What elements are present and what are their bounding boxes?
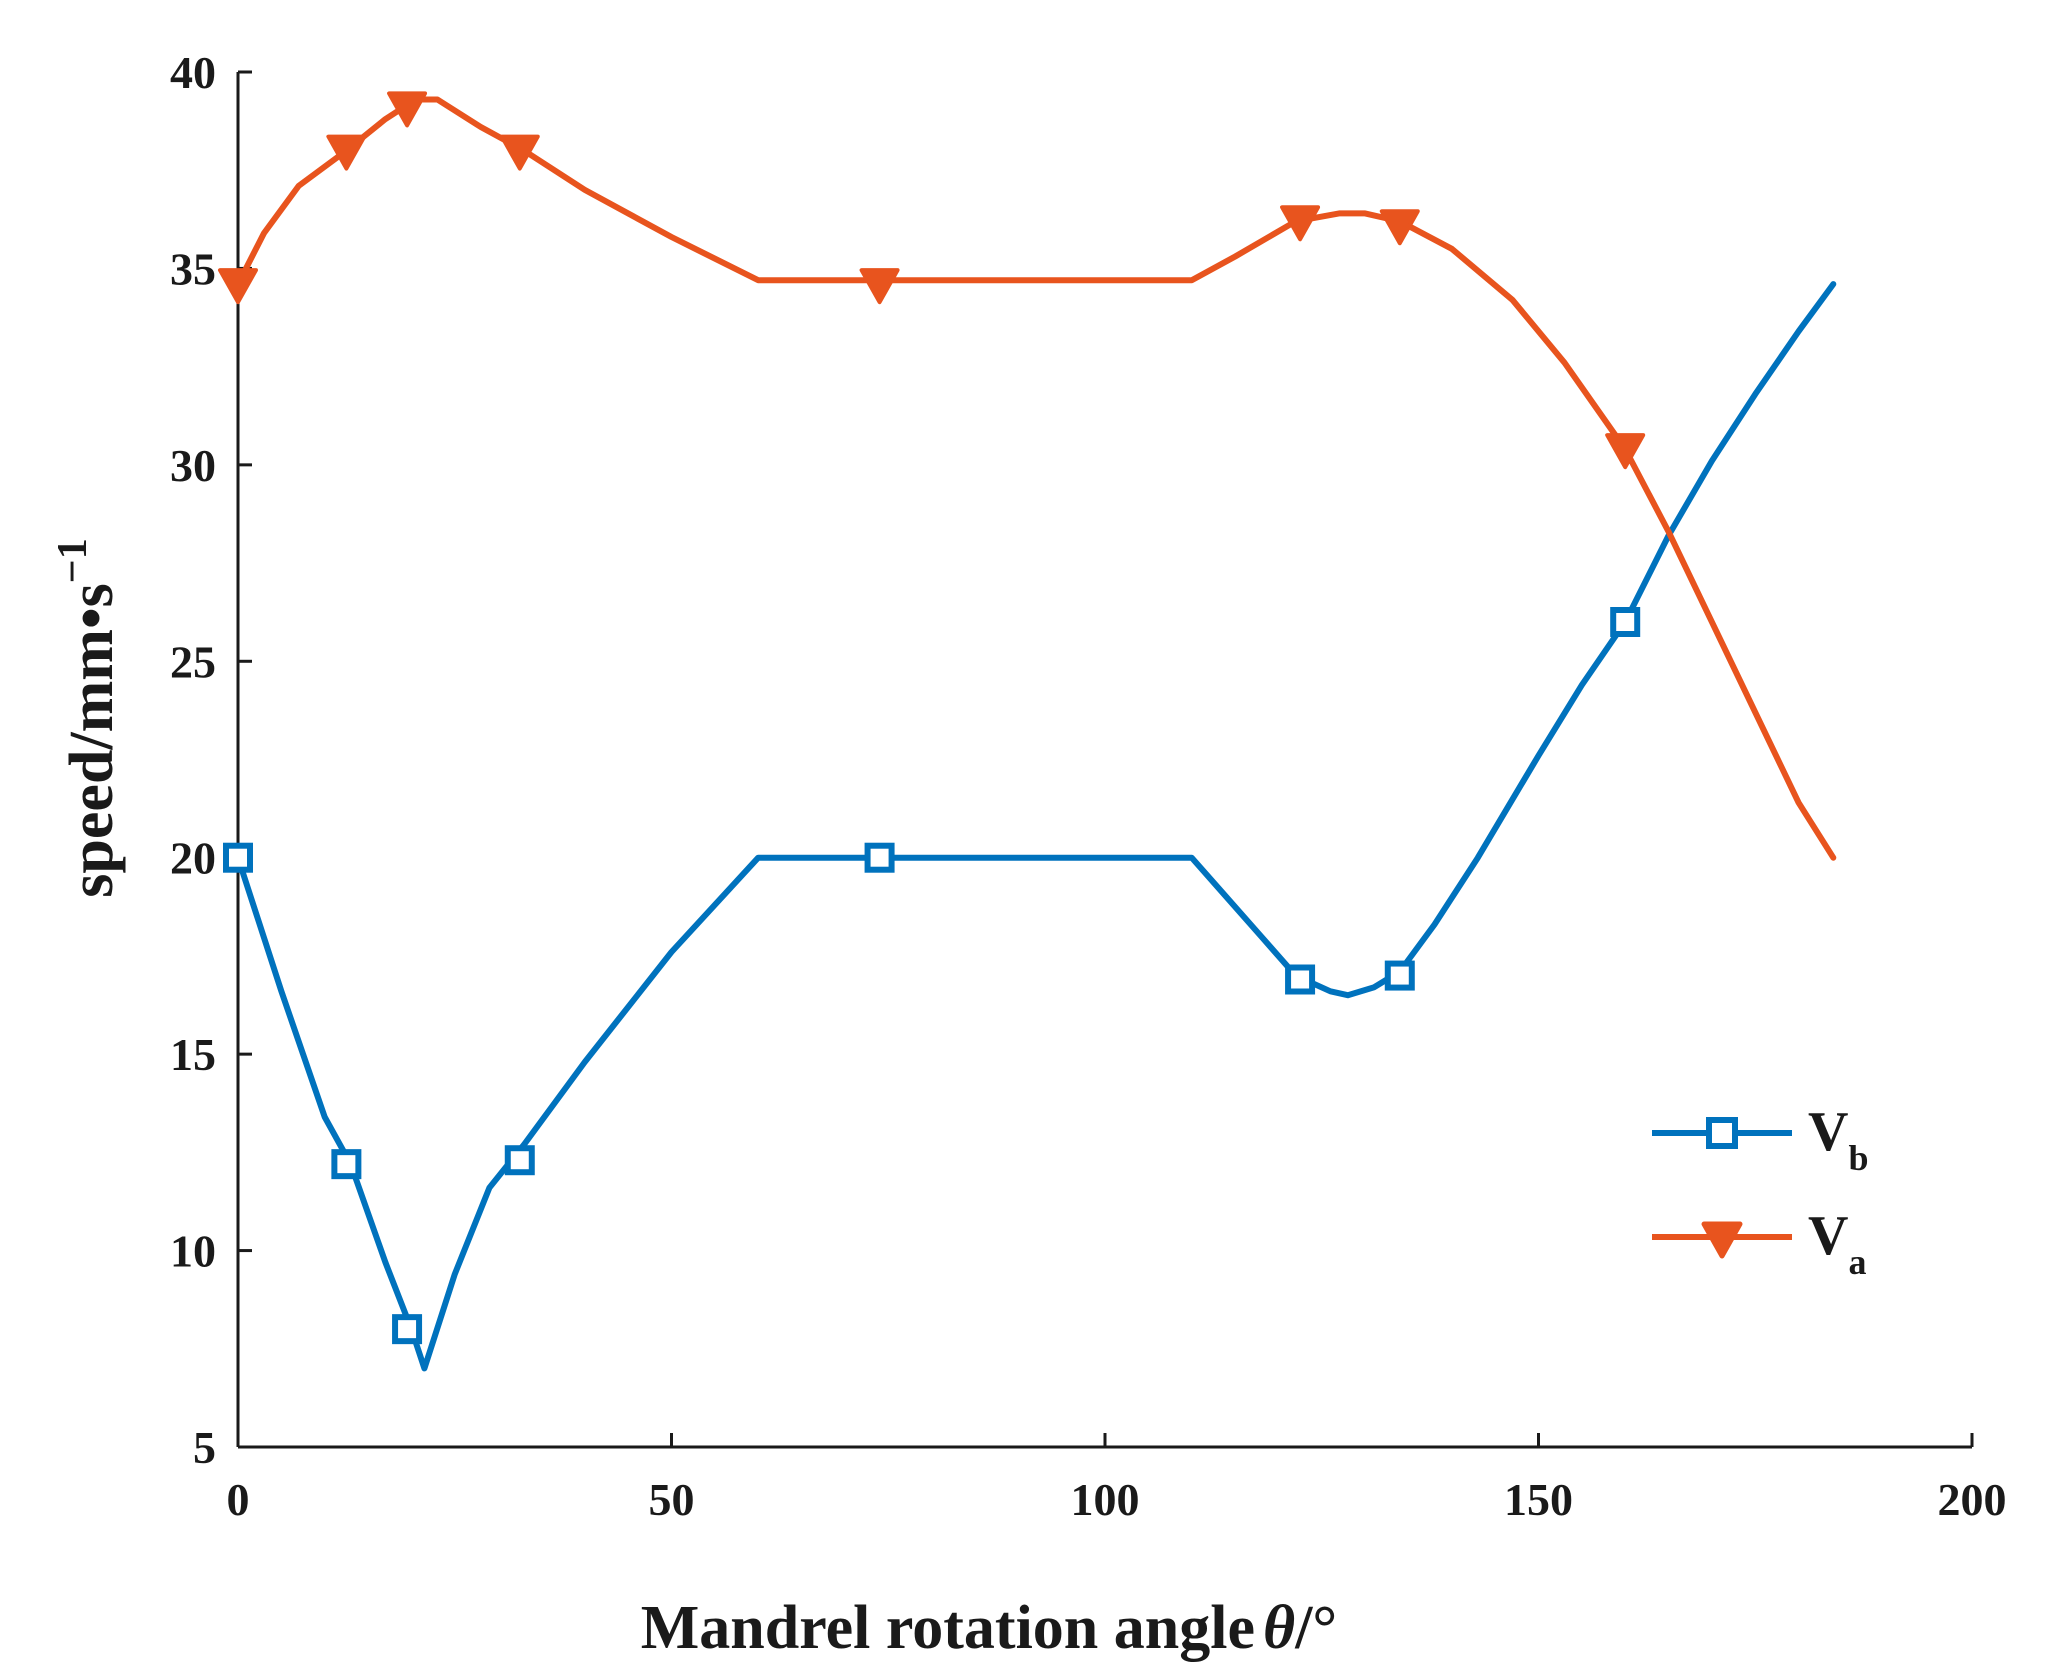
y-axis-title: speed/mm•s−1 [50,538,126,897]
data-point-va [326,134,367,171]
y-tick-label: 35 [170,243,216,294]
data-point-vb [1285,964,1316,995]
data-point-vb [504,1145,535,1176]
series-vb [223,281,1837,1372]
x-axis-title: Mandrel rotation angle θ/° [641,1594,1337,1662]
legend-marker-va [1701,1221,1743,1259]
x-tick-label: 0 [227,1474,250,1525]
x-tick-label: 100 [1071,1474,1140,1525]
series-line-vb [235,281,1837,1372]
legend-item-va: Va [1652,1205,1866,1282]
series-layer [218,91,1837,1372]
data-point-va [1379,209,1420,246]
data-point-va [218,268,258,305]
legend: Vb Va [1652,1101,1868,1282]
data-point-va [859,268,900,305]
legend-label-va: Va [1808,1205,1866,1282]
data-point-vb [864,842,895,873]
data-point-va [1605,433,1646,470]
y-tick-label: 25 [170,636,216,687]
data-point-vb [223,842,253,873]
y-tick-label: 30 [170,440,216,491]
y-tick-label: 20 [170,833,216,884]
data-point-va [499,134,540,171]
series-line-va [235,96,1837,861]
x-tick-label: 50 [649,1474,695,1525]
data-point-vb [392,1314,423,1345]
data-point-vb [1610,607,1641,637]
legend-item-vb: Vb [1652,1101,1868,1178]
legend-marker-vb [1706,1117,1738,1149]
data-point-vb [331,1149,362,1180]
data-point-va [387,91,428,128]
x-ticks: 0 50 100 150 200 [227,1433,2007,1525]
y-tick-label: 10 [170,1226,216,1277]
x-tick-label: 150 [1504,1474,1573,1525]
y-ticks: 5 10 15 20 25 30 35 40 [170,47,252,1473]
y-tick-label: 40 [170,47,216,98]
legend-label-vb: Vb [1808,1101,1868,1178]
y-tick-label: 5 [193,1422,216,1473]
series-va [218,91,1837,861]
x-tick-label: 200 [1938,1474,2007,1525]
data-point-va [1280,205,1321,242]
data-point-vb [1384,960,1415,991]
y-tick-label: 15 [170,1029,216,1080]
